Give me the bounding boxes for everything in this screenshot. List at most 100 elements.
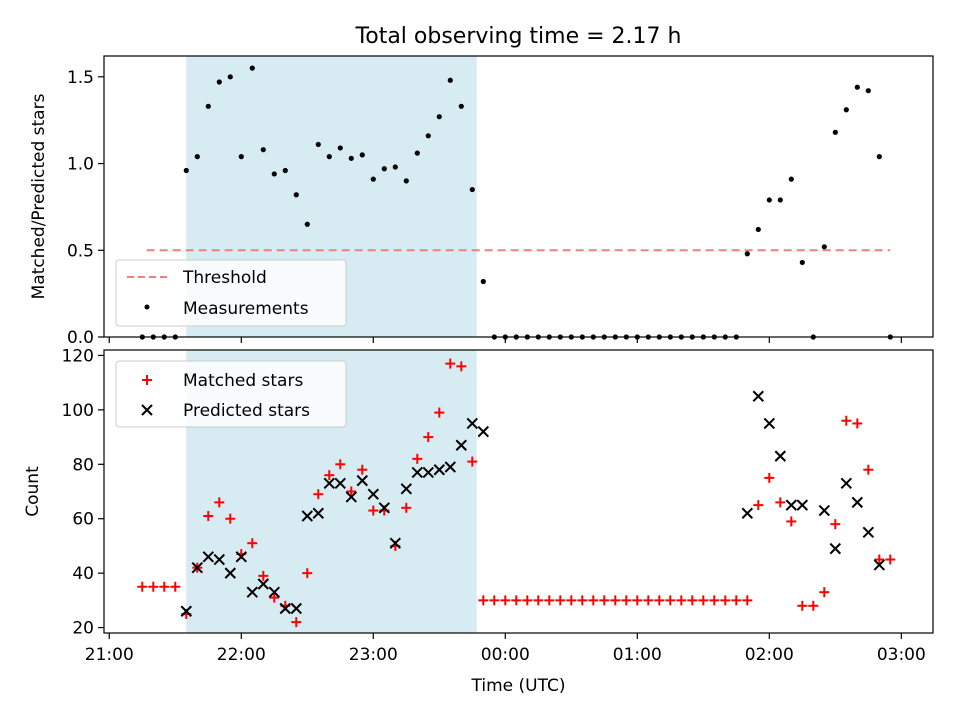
measurement-points — [139, 65, 893, 340]
predicted-point — [411, 466, 424, 479]
predicted-point — [279, 602, 291, 615]
matched-point — [621, 595, 632, 606]
chart-title: Total observing time = 2.17 h — [355, 24, 682, 49]
matched-point — [819, 587, 830, 598]
matched-point — [764, 472, 775, 483]
predicted-point — [356, 474, 368, 487]
x-tick-label: 02:00 — [745, 645, 794, 665]
measurement-point — [766, 197, 772, 203]
legend: Matched stars Predicted stars — [115, 360, 347, 428]
matched-point — [522, 595, 533, 606]
matched-point — [632, 595, 643, 606]
matched-point — [742, 595, 753, 606]
predicted-point — [301, 510, 313, 522]
predicted-point — [224, 567, 236, 579]
predicted-point — [763, 417, 776, 430]
measurement-point — [315, 141, 321, 148]
measurement-point — [469, 186, 475, 193]
y-axis-label: Count — [23, 466, 43, 517]
predicted-point — [840, 477, 853, 490]
measurement-point — [876, 154, 882, 160]
measurement-point — [370, 176, 376, 182]
x-tick-label: 23:00 — [349, 645, 398, 665]
predicted-point — [257, 578, 269, 590]
matched-point — [225, 513, 236, 524]
measurement-point — [194, 154, 200, 160]
y-tick-label: 0.0 — [67, 328, 94, 348]
matched-point — [203, 510, 214, 521]
measurement-point — [359, 152, 365, 158]
measurement-point — [755, 226, 761, 233]
measurement-point — [436, 114, 442, 120]
matched-point — [335, 459, 346, 470]
x-tick-label: 00:00 — [481, 645, 530, 665]
measurement-point — [337, 145, 343, 151]
matched-point — [302, 568, 313, 579]
matched-legend-swatch — [142, 375, 152, 385]
measurement-point — [425, 133, 431, 139]
matched-point — [478, 595, 489, 606]
matched-point — [456, 361, 467, 372]
matched-point — [401, 502, 412, 513]
y-tick-label: 1.5 — [67, 68, 94, 88]
matched-point — [808, 600, 819, 611]
y-tick-label: 100 — [62, 401, 94, 421]
matched-point — [137, 581, 148, 592]
measurement-point — [183, 167, 189, 174]
x-tick-label: 01:00 — [613, 645, 662, 665]
matched-point — [874, 554, 885, 565]
legend-plus-marker — [142, 375, 152, 385]
legend-label-predicted: Predicted stars — [183, 401, 310, 421]
matched-point — [412, 453, 423, 464]
x-tick-label: 21:00 — [85, 645, 134, 665]
legend-label-matched: Matched stars — [183, 371, 303, 391]
predicted-point — [851, 496, 864, 509]
y-axis-label: Matched/Predicted stars — [29, 93, 49, 299]
measurement-point — [843, 107, 849, 113]
matched-point — [148, 581, 159, 592]
matched-point — [170, 581, 181, 592]
measurement-point — [414, 150, 420, 156]
matched-point — [797, 600, 808, 611]
measurement-point — [480, 278, 486, 285]
matched-point — [588, 595, 599, 606]
predicted-point — [862, 526, 875, 539]
predicted-point — [235, 551, 247, 563]
matched-point — [654, 595, 665, 606]
matched-point — [423, 432, 434, 443]
predicted-point — [741, 507, 754, 519]
measurement-point — [326, 154, 332, 160]
plot-frame — [103, 349, 934, 634]
measurement-point — [238, 154, 244, 160]
measurement-point — [788, 176, 794, 182]
predicted-point — [466, 417, 479, 430]
matched-point — [577, 595, 588, 606]
matched-point — [467, 456, 478, 467]
predicted-point — [290, 602, 302, 615]
matched-point — [610, 595, 621, 606]
y-tick-label: 80 — [72, 455, 94, 475]
predicted-legend-swatch — [141, 404, 153, 416]
measurement-point — [381, 166, 387, 172]
predicted-point — [202, 551, 214, 563]
matched-point — [269, 592, 280, 603]
matched-point — [731, 595, 742, 606]
measurement-point — [821, 244, 827, 250]
legend-box — [115, 360, 347, 428]
counts-panel: 20 40 60 80 100 120 21:00 22:00 23:00 00:00 01:00… — [23, 346, 934, 696]
x-axis-ticks: 21:00 22:00 23:00 00:00 01:00 02:00 03:00 — [85, 633, 926, 665]
measurement-point — [799, 259, 805, 266]
y-tick-label: 20 — [72, 619, 94, 639]
measurement-point — [447, 77, 453, 83]
measurement-point — [282, 167, 288, 174]
matched-point — [357, 464, 368, 475]
plot-frame — [103, 55, 934, 338]
matched-point — [346, 486, 357, 497]
predicted-point — [796, 499, 809, 511]
predicted-point — [774, 450, 787, 462]
matched-point — [566, 595, 577, 606]
predicted-point — [433, 464, 446, 476]
measurement-point — [458, 103, 464, 109]
matched-point — [775, 497, 786, 508]
